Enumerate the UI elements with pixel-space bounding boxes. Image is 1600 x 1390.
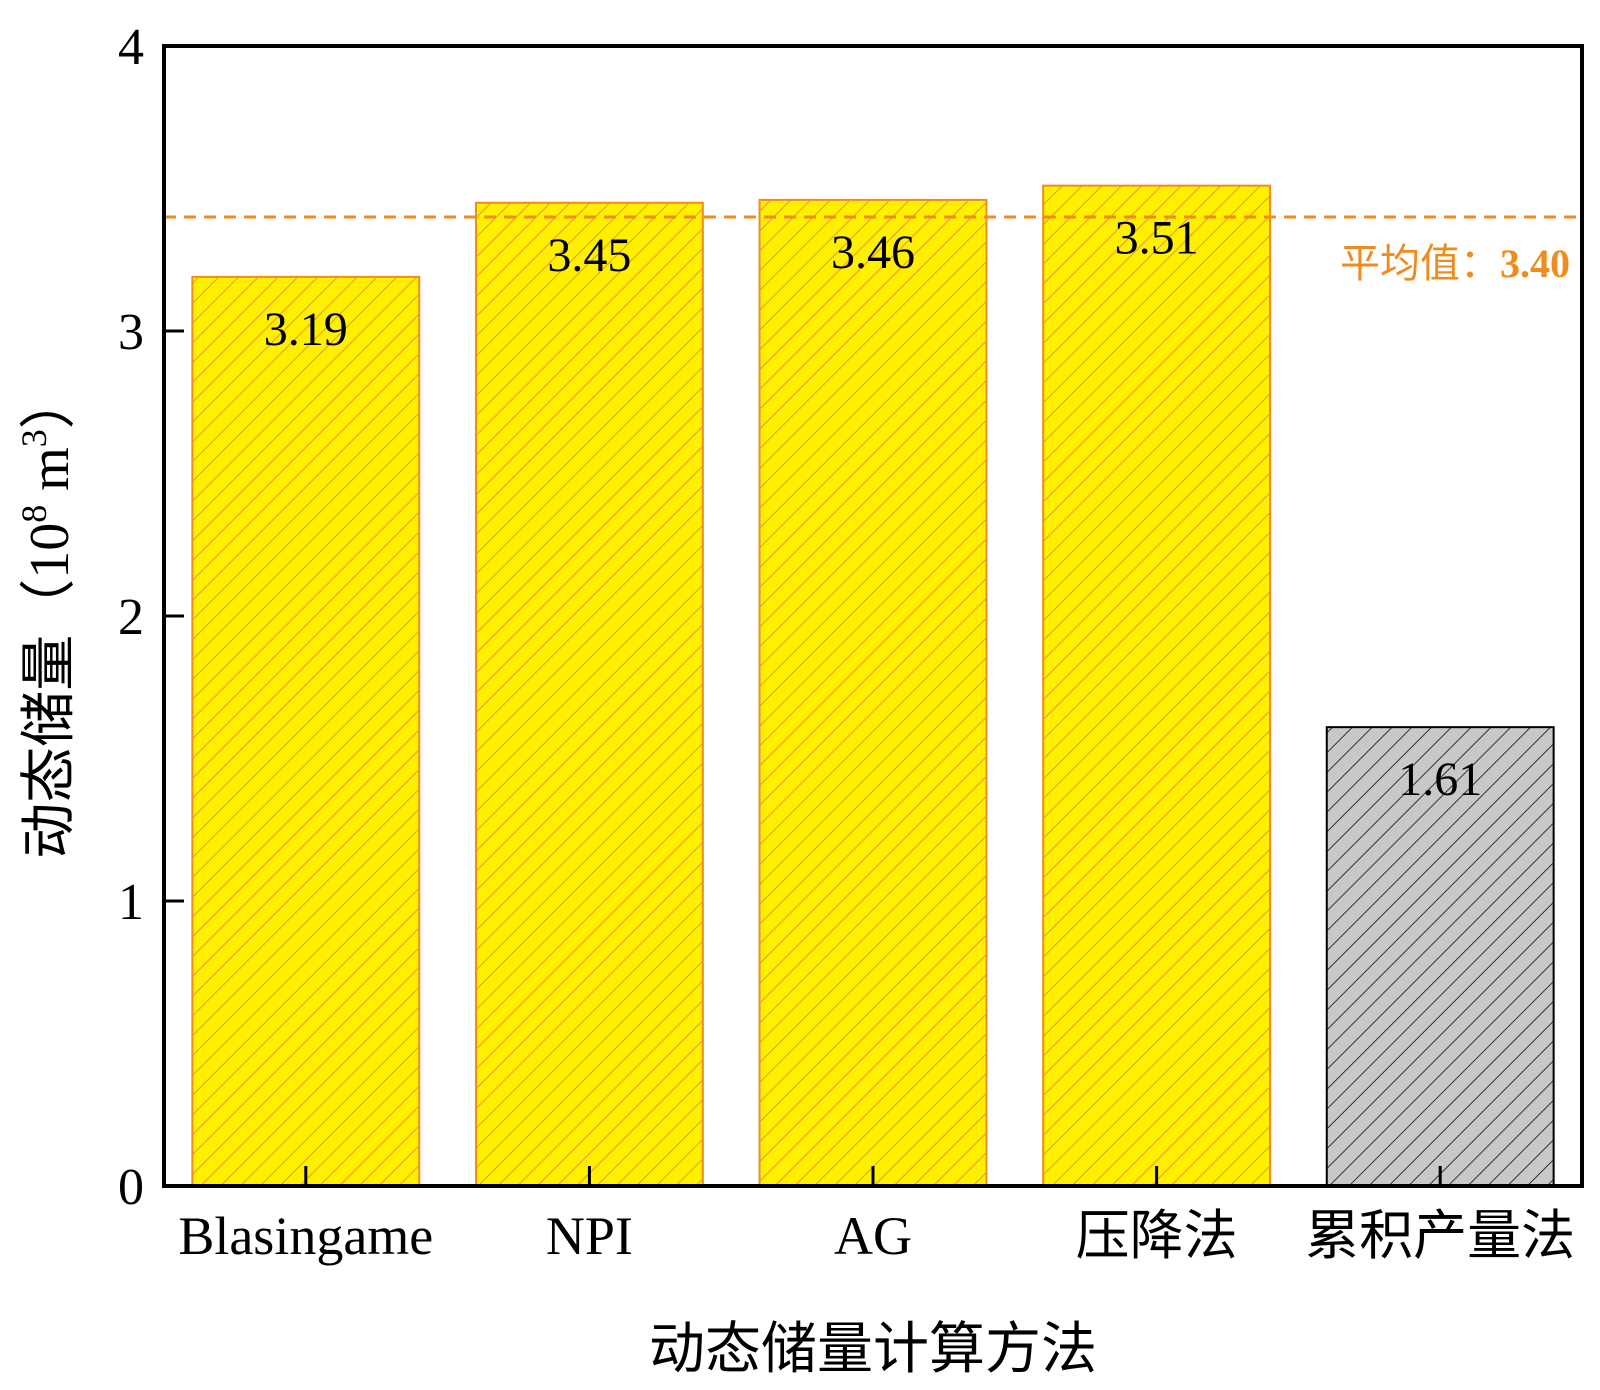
bar-value-labels: 3.19 3.45 3.46 3.51 1.61	[264, 212, 1482, 807]
x-tick-label-5: 累积产量法	[1305, 1206, 1575, 1266]
average-label-prefix: 平均值：	[1340, 241, 1500, 286]
bar-3	[758, 198, 988, 1187]
bar-2	[474, 201, 704, 1187]
bar-value-label-4: 3.51	[1115, 212, 1199, 265]
bar-value-label-2: 3.45	[547, 229, 631, 282]
y-axis-title-close: ）	[19, 373, 81, 429]
y-axis-title-main: 动态储量（10	[19, 523, 81, 859]
y-tick-label-0: 0	[118, 1159, 144, 1216]
x-axis-title: 动态储量计算方法	[649, 1319, 1097, 1381]
average-label: 平均值：3.40	[1340, 241, 1570, 286]
bar-value-label-1: 3.19	[264, 303, 348, 356]
bar-value-label-3: 3.46	[831, 226, 915, 279]
y-tick-label-4: 4	[118, 19, 144, 76]
y-axis-title-unit: m	[19, 447, 81, 505]
x-axis: Blasingame NPI AG 压降法 累积产量法	[178, 1166, 1575, 1266]
bar-5	[1325, 726, 1555, 1188]
x-tick-label-4: 压降法	[1076, 1206, 1238, 1266]
y-tick-label-2: 2	[118, 589, 144, 646]
average-line-group: 平均值：3.40	[164, 215, 1582, 286]
x-tick-label-1: Blasingame	[178, 1206, 433, 1266]
bar-1	[191, 275, 421, 1188]
bars-group	[191, 184, 1555, 1188]
y-axis: 0 1 2 3 4	[118, 19, 184, 1216]
bar-4	[1042, 184, 1272, 1187]
y-axis-title-sup: 8	[14, 505, 54, 523]
y-axis-title: 动态储量（108 m3）	[14, 373, 81, 859]
x-tick-label-2: NPI	[546, 1206, 633, 1266]
x-tick-label-3: AG	[834, 1206, 912, 1266]
y-axis-title-unit-sup: 3	[14, 429, 54, 447]
y-tick-label-3: 3	[118, 304, 144, 361]
average-label-value: 3.40	[1500, 241, 1570, 286]
bar-value-label-5: 1.61	[1398, 753, 1482, 806]
y-tick-label-1: 1	[118, 874, 144, 931]
